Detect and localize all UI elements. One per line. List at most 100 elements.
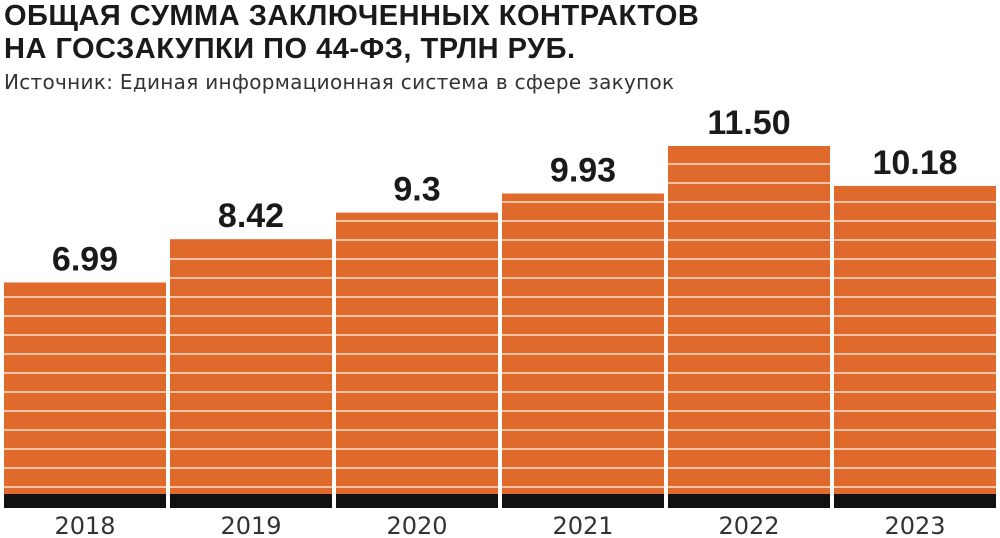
bar-2019 (170, 239, 332, 494)
bar-stripe-2020-7 (336, 372, 498, 374)
bar-stripe-2023-7 (834, 372, 996, 374)
value-label-2019: 8.42 (218, 197, 284, 235)
bar-stripe-2020-3 (336, 448, 498, 450)
bar-stripe-2019-3 (170, 448, 332, 450)
value-label-2021: 9.93 (550, 152, 616, 190)
bar-stripe-2022-18 (668, 163, 830, 165)
bar-stripe-2019-4 (170, 429, 332, 431)
bar-stripe-2022-3 (668, 448, 830, 450)
bar-stripe-2022-8 (668, 353, 830, 355)
bar-stripe-2021-10 (502, 315, 664, 317)
bar-group-2018: 6.99 2018 (4, 240, 166, 538)
bar-stripe-2019-2 (170, 467, 332, 469)
bar-stripe-2020-14 (336, 239, 498, 241)
bar-base-2020 (336, 494, 498, 508)
bar-stripe-2018-2 (4, 467, 166, 469)
bar-group-2021: 9.93 2021 (502, 152, 664, 538)
bar-stripe-2021-9 (502, 334, 664, 336)
bar-stripe-2021-12 (502, 277, 664, 279)
bar-base-2021 (502, 494, 664, 508)
bar-stripe-2021-15 (502, 220, 664, 222)
bar-stripe-2021-14 (502, 239, 664, 241)
chart-title-line-1: ОБЩАЯ СУММА ЗАКЛЮЧЕННЫХ КОНТРАКТОВ (4, 0, 700, 32)
bar-stripe-2020-8 (336, 353, 498, 355)
bar-stripe-2019-11 (170, 296, 332, 298)
bar-stripe-2019-6 (170, 391, 332, 393)
x-tick-2019: 2019 (220, 512, 281, 538)
x-tick-2020: 2020 (386, 512, 447, 538)
bar-group-2019: 8.42 2019 (170, 197, 332, 538)
bar-stripe-2022-15 (668, 220, 830, 222)
bar-stripe-2019-7 (170, 372, 332, 374)
bar-base-2019 (170, 494, 332, 508)
bar-stripe-2022-6 (668, 391, 830, 393)
bar-stripe-2018-8 (4, 353, 166, 355)
bar-stripe-2023-14 (834, 239, 996, 241)
bar-stripe-2023-4 (834, 429, 996, 431)
bar-stripe-2023-1 (834, 486, 996, 488)
bar-stripe-2022-1 (668, 486, 830, 488)
bar-2022 (668, 146, 830, 494)
bar-stripe-2022-13 (668, 258, 830, 260)
bar-stripe-2023-11 (834, 296, 996, 298)
chart-title-line-2: НА ГОСЗАКУПКИ ПО 44-ФЗ, ТРЛН РУБ. (4, 33, 576, 65)
bar-stripe-2023-6 (834, 391, 996, 393)
bar-stripe-2019-12 (170, 277, 332, 279)
bar-stripe-2020-4 (336, 429, 498, 431)
bar-stripe-2018-10 (4, 315, 166, 317)
bar-stripe-2022-12 (668, 277, 830, 279)
bar-stripe-2021-3 (502, 448, 664, 450)
bar-stripe-2023-8 (834, 353, 996, 355)
bar-stripe-2021-7 (502, 372, 664, 374)
bar-stripe-2021-13 (502, 258, 664, 260)
bar-stripe-2023-12 (834, 277, 996, 279)
bar-stripe-2022-4 (668, 429, 830, 431)
bar-stripe-2020-2 (336, 467, 498, 469)
bar-stripe-2023-2 (834, 467, 996, 469)
bar-stripe-2021-4 (502, 429, 664, 431)
bar-stripe-2020-10 (336, 315, 498, 317)
value-label-2023: 10.18 (872, 144, 957, 182)
bar-base-2023 (834, 494, 996, 508)
bar-stripe-2019-13 (170, 258, 332, 260)
bar-stripe-2022-17 (668, 182, 830, 184)
bar-stripe-2023-5 (834, 410, 996, 412)
bar-base-2018 (4, 494, 166, 508)
bar-stripe-2018-3 (4, 448, 166, 450)
bar-stripe-2018-11 (4, 296, 166, 298)
bar-stripe-2022-2 (668, 467, 830, 469)
bar-2021 (502, 193, 664, 494)
bar-stripe-2020-15 (336, 220, 498, 222)
value-label-2022: 11.50 (707, 104, 790, 142)
bar-stripe-2020-1 (336, 486, 498, 488)
bar-group-2020: 9.3 2020 (336, 171, 498, 538)
bar-stripe-2022-9 (668, 334, 830, 336)
bar-stripe-2021-11 (502, 296, 664, 298)
bar-stripe-2018-9 (4, 334, 166, 336)
source-note: Источник: Единая информационная система … (4, 70, 675, 94)
x-tick-2023: 2023 (884, 512, 945, 538)
x-tick-2021: 2021 (552, 512, 613, 538)
bar-stripe-2023-9 (834, 334, 996, 336)
bar-stripe-2022-5 (668, 410, 830, 412)
bar-stripe-2021-8 (502, 353, 664, 355)
bar-stripe-2023-15 (834, 220, 996, 222)
bar-stripe-2022-14 (668, 239, 830, 241)
bar-base-2022 (668, 494, 830, 508)
bar-stripe-2018-4 (4, 429, 166, 431)
bar-stripe-2019-5 (170, 410, 332, 412)
bar-stripe-2020-9 (336, 334, 498, 336)
bar-stripe-2021-2 (502, 467, 664, 469)
bar-stripe-2023-13 (834, 258, 996, 260)
bar-stripe-2020-11 (336, 296, 498, 298)
bar-stripe-2021-5 (502, 410, 664, 412)
x-tick-2022: 2022 (718, 512, 779, 538)
value-label-2020: 9.3 (393, 171, 440, 209)
bar-stripe-2020-12 (336, 277, 498, 279)
bar-stripe-2021-16 (502, 201, 664, 203)
bar-stripe-2021-1 (502, 486, 664, 488)
bar-group-2022: 11.50 2022 (668, 104, 830, 538)
bar-2023 (834, 185, 996, 495)
bar-stripe-2023-16 (834, 201, 996, 203)
